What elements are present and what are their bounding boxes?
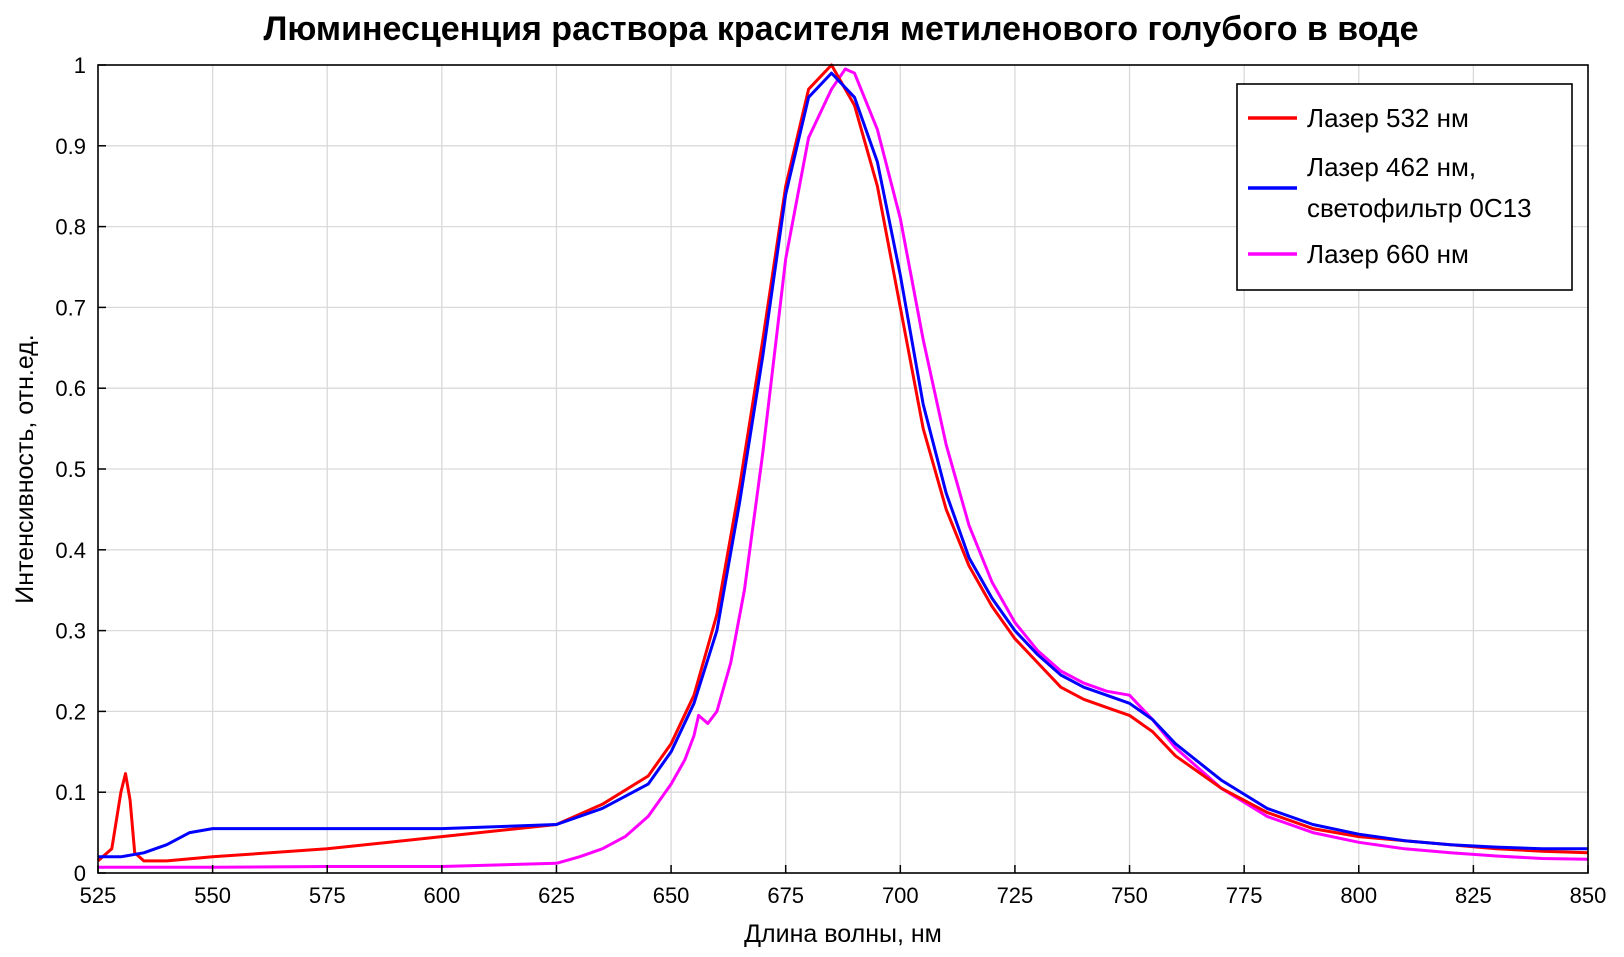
y-tick-label: 0.1 <box>55 780 86 805</box>
y-tick-label: 0.9 <box>55 134 86 159</box>
x-tick-label: 850 <box>1570 883 1607 908</box>
y-tick-label: 0.5 <box>55 457 86 482</box>
x-tick-label: 650 <box>653 883 690 908</box>
legend-label-532: Лазер 532 нм <box>1307 103 1469 133</box>
x-tick-label: 825 <box>1455 883 1492 908</box>
y-tick-label: 0.4 <box>55 538 86 563</box>
x-tick-label: 625 <box>538 883 575 908</box>
y-tick-label: 0 <box>74 861 86 886</box>
x-tick-label: 675 <box>767 883 804 908</box>
x-tick-label: 575 <box>309 883 346 908</box>
y-tick-label: 0.6 <box>55 376 86 401</box>
y-axis-label: Интенсивность, отн.ед. <box>11 334 39 603</box>
y-tick-label: 0.8 <box>55 215 86 240</box>
y-tick-label: 1 <box>74 53 86 78</box>
chart-title: Люминесценция раствора красителя метилен… <box>263 10 1418 48</box>
x-tick-label: 525 <box>80 883 117 908</box>
series-line-0 <box>97 63 1589 863</box>
y-tick-label: 0.7 <box>55 295 86 320</box>
series-line-1 <box>98 71 1588 859</box>
x-tick-label: 700 <box>882 883 919 908</box>
x-tick-label: 800 <box>1340 883 1377 908</box>
y-tick-label: 0.3 <box>55 619 86 644</box>
legend-label-660: Лазер 660 нм <box>1307 239 1469 269</box>
x-axis-label: Длина волны, нм <box>744 920 942 948</box>
legend-label-462-line2: светофильтр 0С13 <box>1307 193 1532 223</box>
x-tick-label: 550 <box>194 883 231 908</box>
x-tick-label: 600 <box>423 883 460 908</box>
series-line-2 <box>98 67 1589 869</box>
legend: Лазер 532 нм Лазер 462 нм, светофильтр 0… <box>1236 83 1573 291</box>
y-tick-labels: 0 0.1 0.2 0.3 0.4 0.5 0.6 0.7 0.8 0.9 1 <box>55 53 106 886</box>
series-lines <box>97 63 1589 869</box>
y-tick-label: 0.2 <box>55 699 86 724</box>
x-tick-label: 750 <box>1111 883 1148 908</box>
x-tick-labels: 525 550 575 600 625 650 675 700 725 750 775 800 825 8… <box>80 865 1607 908</box>
legend-label-462-line1: Лазер 462 нм, <box>1307 152 1476 182</box>
x-tick-label: 725 <box>997 883 1034 908</box>
x-tick-label: 775 <box>1226 883 1263 908</box>
